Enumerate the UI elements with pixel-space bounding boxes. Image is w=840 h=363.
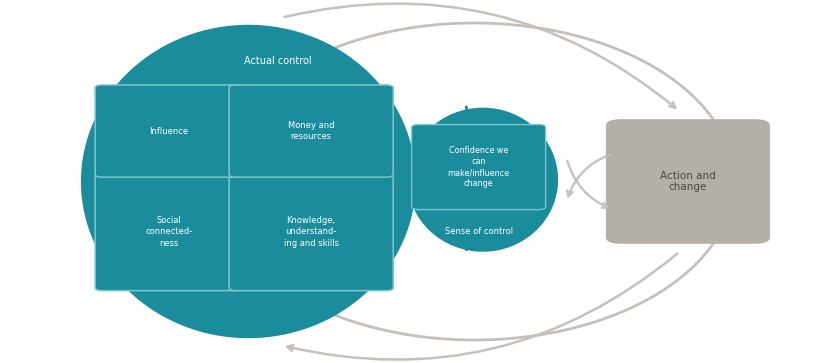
Text: Influence: Influence xyxy=(150,127,188,135)
FancyBboxPatch shape xyxy=(229,173,393,291)
FancyBboxPatch shape xyxy=(412,125,546,209)
Text: Sense of control: Sense of control xyxy=(444,228,512,236)
Ellipse shape xyxy=(81,25,416,338)
FancyBboxPatch shape xyxy=(95,85,243,177)
Text: Confidence we
can
make/influence
change: Confidence we can make/influence change xyxy=(448,146,510,188)
Text: Actual control: Actual control xyxy=(244,56,312,66)
Text: Social
connected-
ness: Social connected- ness xyxy=(145,216,192,248)
Text: Action and
change: Action and change xyxy=(660,171,716,192)
FancyBboxPatch shape xyxy=(95,173,243,291)
Text: Knowledge,
understand-
ing and skills: Knowledge, understand- ing and skills xyxy=(284,216,339,248)
Ellipse shape xyxy=(407,108,558,252)
Text: Money and
resources: Money and resources xyxy=(288,121,334,141)
FancyBboxPatch shape xyxy=(606,119,770,244)
FancyBboxPatch shape xyxy=(229,85,393,177)
